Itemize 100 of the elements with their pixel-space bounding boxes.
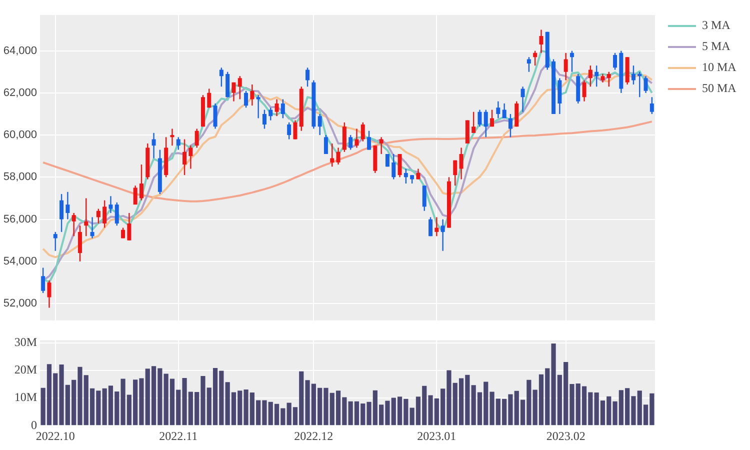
candlestick — [238, 75, 242, 100]
candlestick — [102, 200, 107, 228]
candlestick — [226, 71, 230, 98]
legend-label: 50 MA — [702, 81, 736, 96]
candlestick — [539, 29, 544, 54]
candlestick — [398, 153, 402, 178]
candlestick — [459, 147, 464, 180]
candlestick — [484, 109, 488, 138]
candlestick — [360, 122, 365, 142]
candlestick — [232, 82, 236, 102]
y-tick-label: 60,000 — [3, 129, 37, 142]
candlestick — [526, 56, 531, 72]
candlestick — [385, 153, 390, 168]
candlestick — [336, 147, 340, 166]
candlestick — [533, 50, 538, 66]
y-tick-label: 62,000 — [3, 86, 37, 99]
candlestick — [422, 185, 426, 212]
candlestick — [428, 216, 433, 237]
candlestick — [139, 164, 144, 201]
x-tick-label: 2023.02 — [546, 428, 586, 443]
candlestick — [594, 64, 599, 88]
candlestick — [194, 128, 199, 148]
legend-label: 3 MA — [702, 18, 730, 33]
x-tick-label: 2022.11 — [159, 428, 198, 443]
candlestick — [606, 71, 611, 88]
candlestick — [367, 130, 372, 150]
candlestick — [416, 168, 420, 180]
candlestick — [404, 168, 408, 184]
candlestick — [564, 52, 568, 81]
candlestick — [478, 109, 482, 128]
y-tick-label: 10M — [14, 390, 38, 404]
candlestick — [379, 136, 384, 155]
candlestick — [570, 50, 574, 72]
y-tick-label: 54,000 — [3, 255, 37, 268]
candlestick — [84, 198, 88, 237]
candlestick — [613, 52, 618, 70]
candlestick — [508, 113, 512, 138]
x-tick-label: 2023.01 — [417, 428, 456, 443]
candlestick — [114, 202, 119, 226]
candlestick — [262, 109, 266, 130]
x-tick-label: 2022.10 — [36, 428, 75, 443]
candlestick — [502, 102, 506, 119]
candlestick — [41, 267, 46, 294]
candlestick — [182, 138, 187, 176]
candlestick — [60, 193, 64, 233]
candlestick — [66, 191, 70, 220]
candlestick — [392, 153, 396, 180]
candlestick — [72, 212, 76, 237]
candlestick — [127, 212, 132, 241]
candlestick — [644, 75, 648, 94]
candlestick — [650, 96, 654, 115]
candlestick — [280, 98, 285, 119]
candlestick — [465, 120, 470, 144]
candlestick — [256, 94, 260, 119]
y-tick-label: 56,000 — [3, 213, 37, 226]
candlestick — [440, 218, 445, 252]
candlestick — [244, 90, 248, 108]
candlestick — [250, 84, 254, 106]
candlestick — [78, 225, 82, 262]
candlestick — [213, 102, 218, 130]
candlestick — [514, 100, 519, 128]
candlestick — [520, 86, 525, 112]
y-tick-label: 20M — [14, 362, 38, 377]
candlestick — [90, 216, 94, 239]
y-tick-label: 30M — [14, 335, 38, 350]
candlestick — [121, 227, 126, 239]
candlestick — [582, 80, 586, 102]
legend-label: 10 MA — [702, 60, 736, 75]
candlestick — [631, 64, 636, 86]
candlestick — [170, 128, 174, 146]
candlestick — [342, 122, 346, 153]
legend-label: 5 MA — [702, 39, 730, 54]
candlestick — [108, 196, 113, 214]
candlestick — [274, 98, 279, 117]
candlestick — [293, 120, 298, 140]
candlestick — [588, 64, 592, 88]
candlestick — [558, 78, 562, 115]
y-tick-label: 64,000 — [3, 44, 37, 57]
candlestick — [53, 231, 58, 252]
candlestick — [306, 67, 310, 88]
candlestick — [287, 122, 292, 140]
candlestick — [176, 136, 180, 150]
candlestick — [490, 109, 494, 128]
y-tick-label: 58,000 — [3, 171, 37, 184]
candlestick — [219, 67, 224, 88]
candlestick — [453, 160, 458, 186]
candlestick — [318, 113, 322, 136]
candlestick — [133, 185, 138, 206]
candlestick — [434, 216, 439, 237]
y-tick-label: 0 — [31, 418, 37, 432]
candlestick — [96, 208, 100, 224]
candlestick — [638, 71, 642, 98]
candlestick — [152, 132, 156, 159]
candlestick — [348, 134, 353, 150]
candlestick — [330, 142, 334, 168]
candlestick — [188, 144, 193, 170]
candlestick — [207, 88, 212, 108]
y-tick-label: 52,000 — [3, 298, 37, 310]
candlestick — [472, 111, 476, 134]
candlestick — [268, 107, 273, 121]
